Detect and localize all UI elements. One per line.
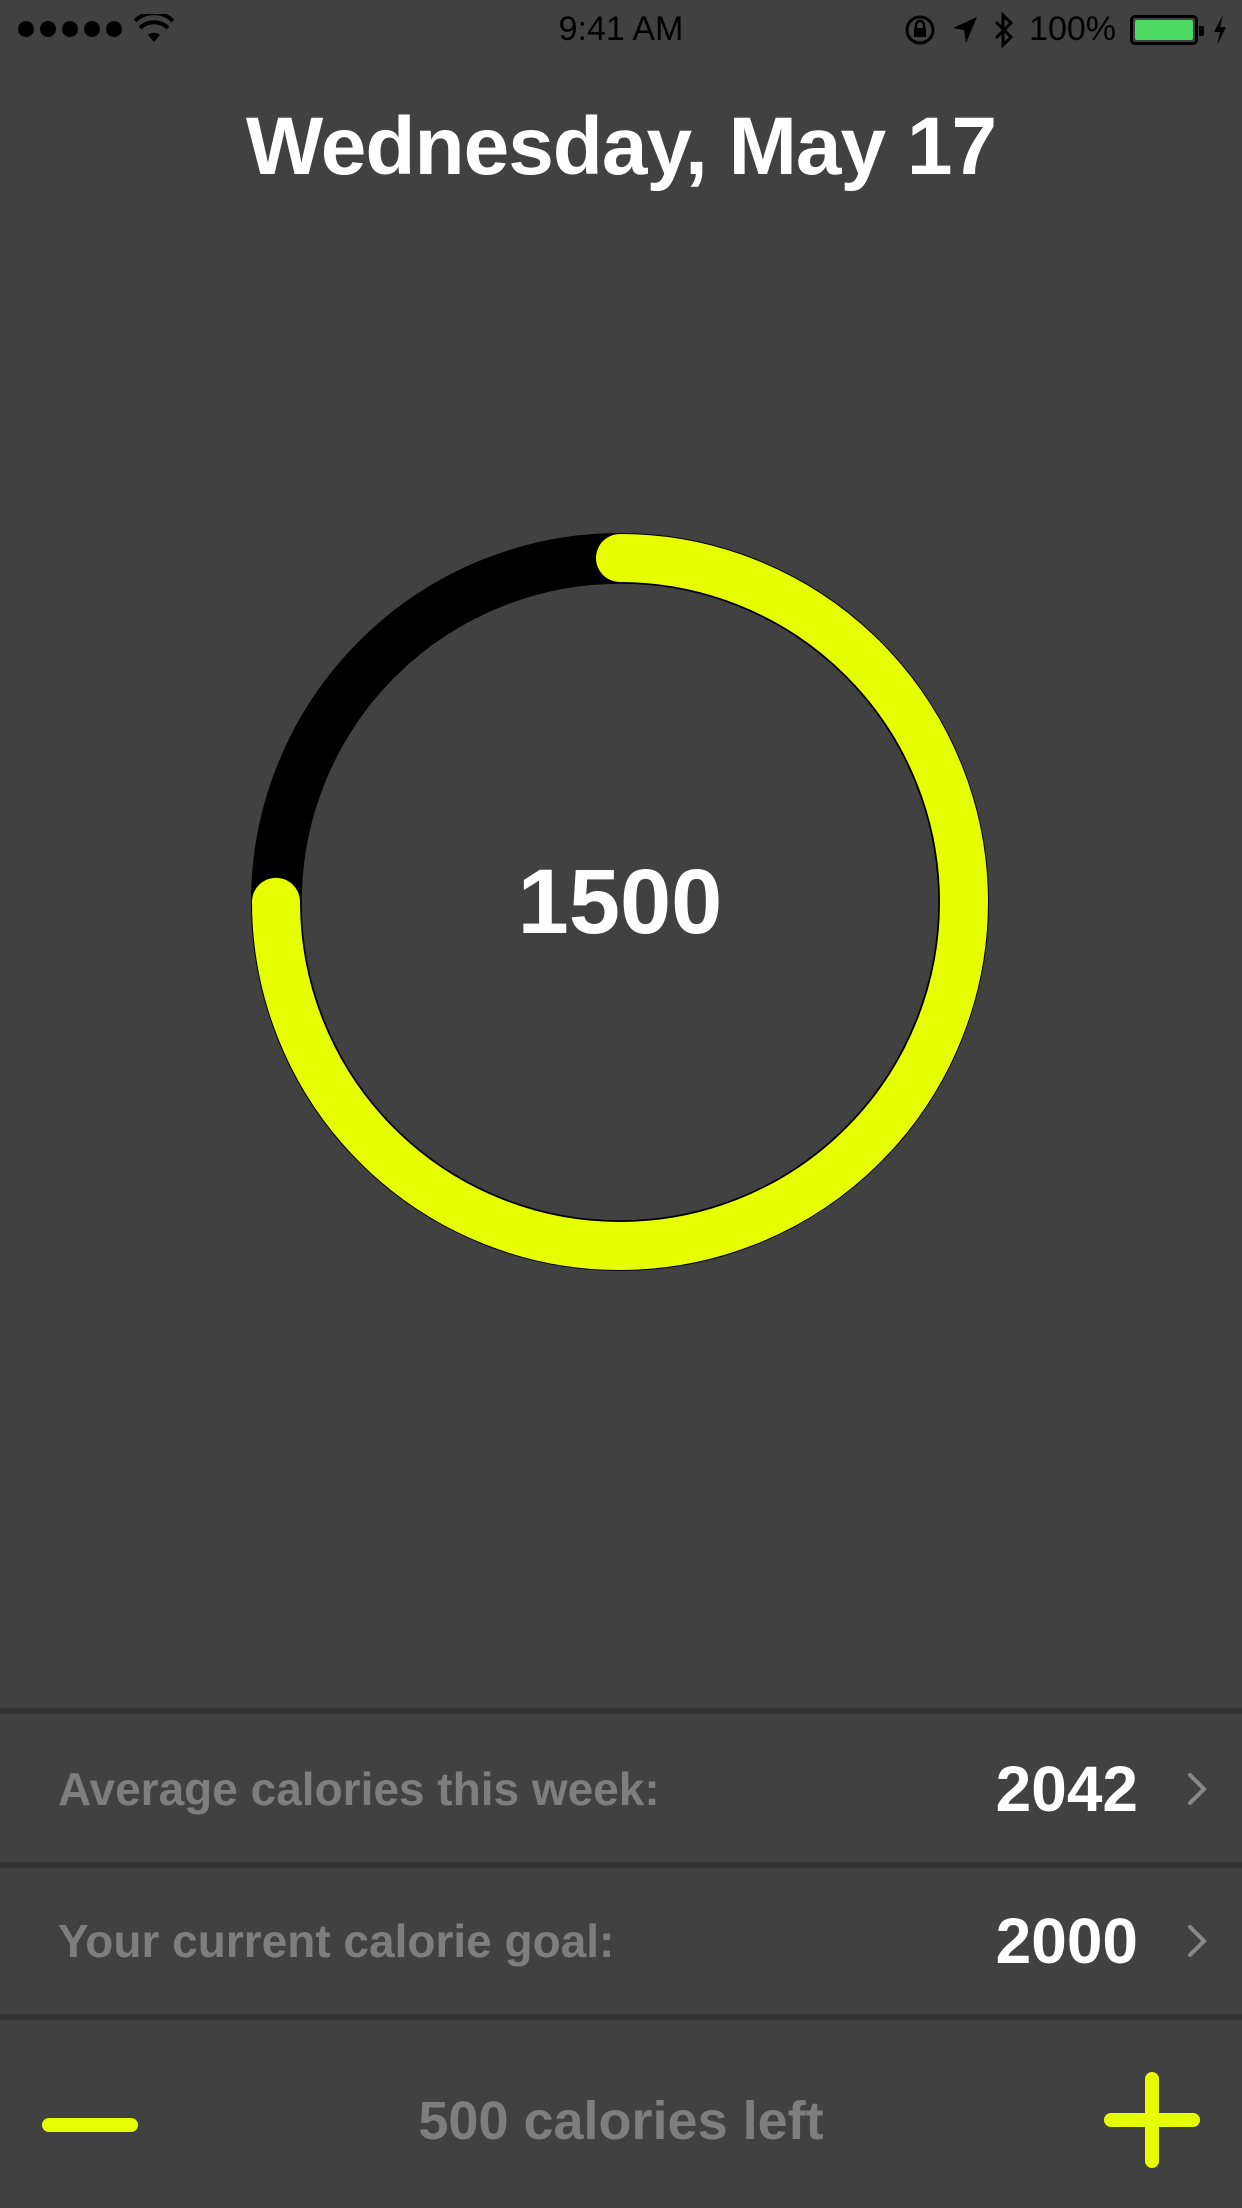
chevron-right-icon (1188, 1925, 1207, 1957)
average-calories-label: Average calories this week: (58, 1763, 660, 1815)
calories-left-text: 500 calories left (418, 2091, 824, 2151)
page-title: Wednesday, May 17 (245, 101, 997, 192)
ring-track-inner-edge (300, 582, 940, 1222)
calorie-goal-row[interactable]: Your current calorie goal: 2000 (0, 1868, 1242, 2014)
divider (0, 1862, 1242, 1868)
calorie-ring: 1500 (250, 532, 990, 1272)
chevron-right-icon (1188, 1773, 1207, 1805)
calorie-goal-label: Your current calorie goal: (58, 1915, 615, 1967)
add-calories-button[interactable] (1104, 2072, 1200, 2168)
divider (0, 1708, 1242, 1714)
average-calories-value: 2042 (995, 1753, 1138, 1825)
divider (0, 2014, 1242, 2020)
wifi-icon (134, 14, 174, 42)
ring-progress (252, 534, 988, 1270)
status-bar: 9:41 AM 100% (0, 0, 1242, 60)
location-arrow-icon (953, 16, 978, 43)
bluetooth-icon (994, 11, 1014, 48)
cellular-signal-icon (18, 14, 174, 44)
charging-bolt-icon (1214, 14, 1226, 45)
decrease-calories-button[interactable] (42, 2100, 138, 2152)
calorie-goal-value: 2000 (995, 1905, 1138, 1977)
status-time: 9:41 AM (558, 10, 684, 48)
minus-icon (42, 2118, 138, 2132)
average-calories-row[interactable]: Average calories this week: 2042 (0, 1716, 1242, 1862)
battery-icon (1130, 14, 1204, 45)
battery-percent: 100% (1029, 10, 1116, 48)
orientation-lock-icon (905, 15, 935, 44)
calories-consumed-value: 1500 (517, 850, 723, 953)
